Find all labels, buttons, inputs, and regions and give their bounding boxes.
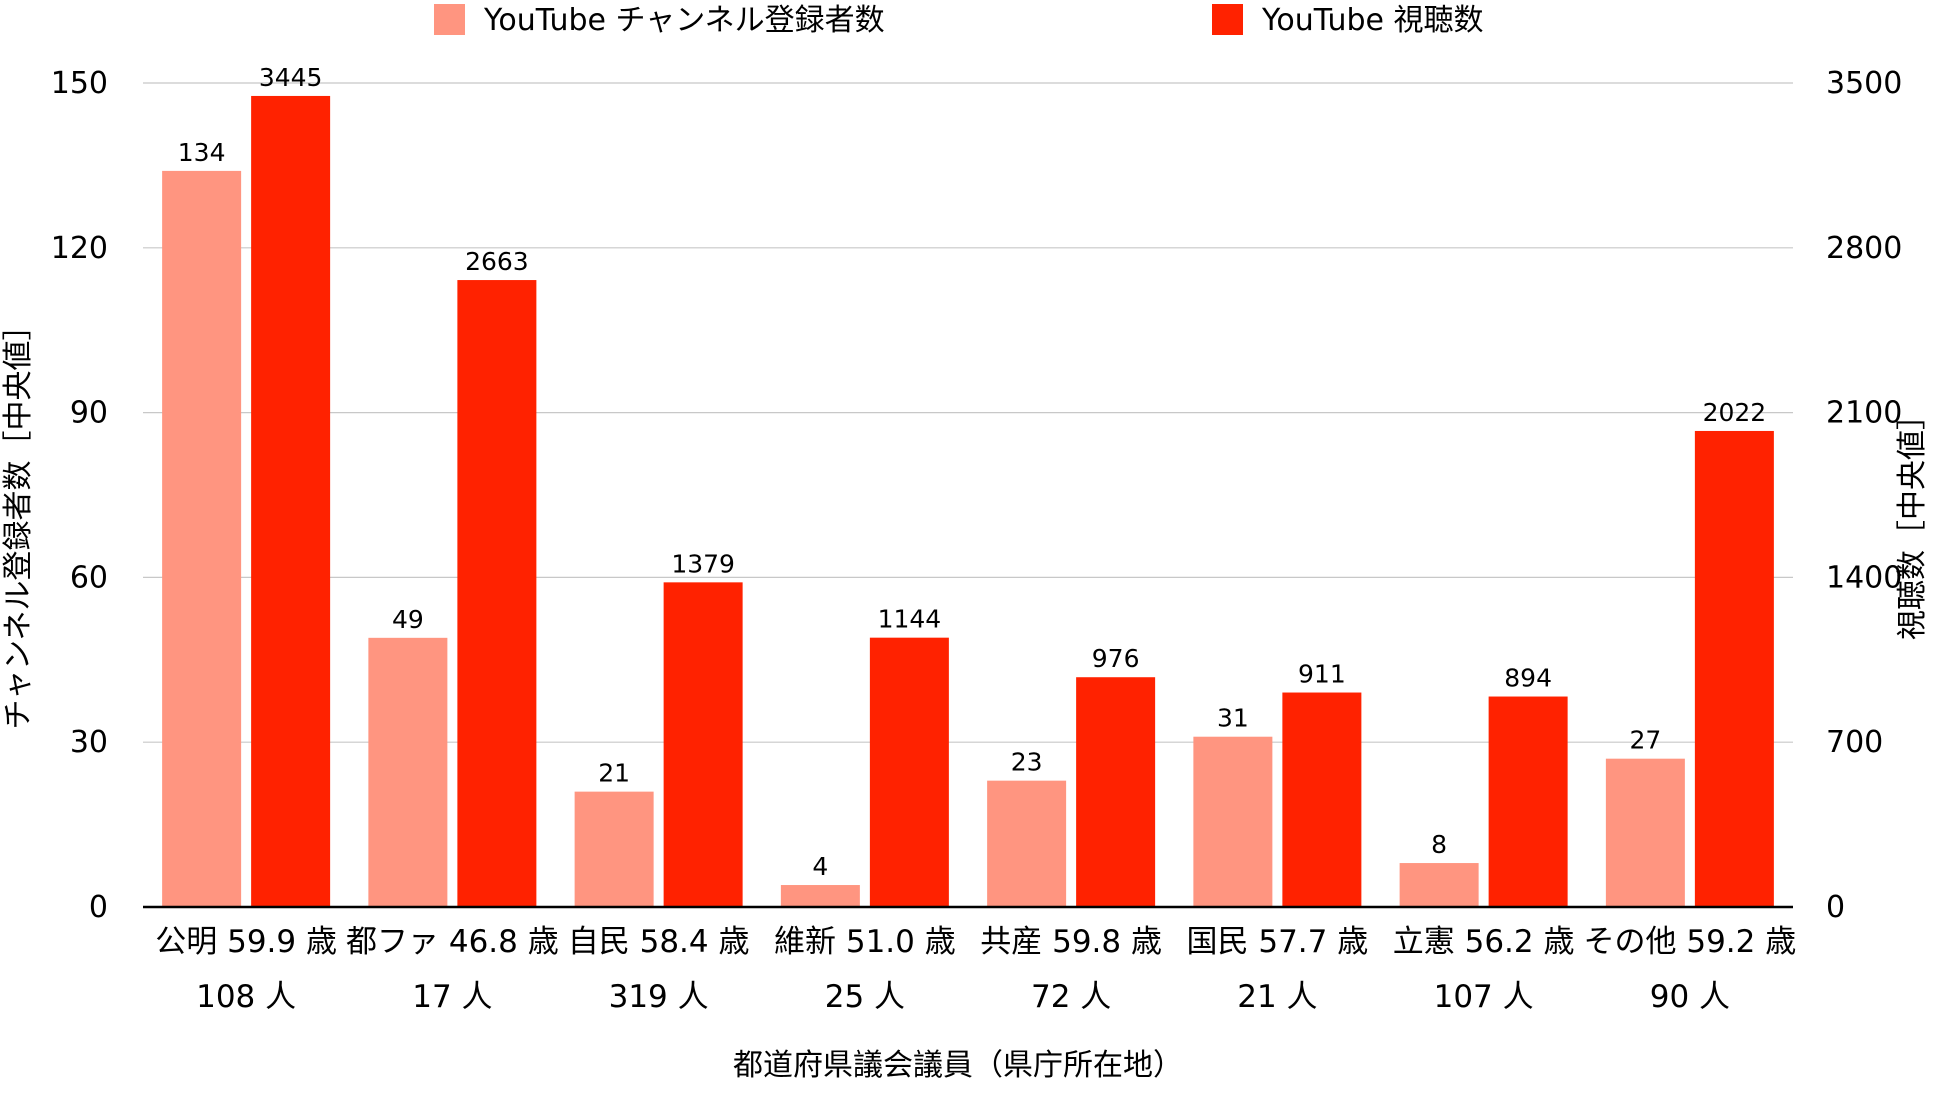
category-count-label: 319 人 xyxy=(609,979,709,1015)
left-tick-label: 150 xyxy=(51,66,108,101)
category-label: その他 59.2 歳 xyxy=(1584,924,1797,960)
data-label-subscribers: 4 xyxy=(812,852,828,881)
category-count-label: 72 人 xyxy=(1031,979,1111,1015)
category-label: 国民 57.7 歳 xyxy=(1187,924,1369,960)
bars xyxy=(162,95,1774,908)
bar-subscribers xyxy=(368,637,448,907)
bar-views xyxy=(457,280,537,907)
right-axis-title: 視聴数［中央値］ xyxy=(1895,400,1930,640)
left-axis-ticks: 0 30 60 90 120 150 xyxy=(51,66,108,925)
data-label-subscribers: 49 xyxy=(392,605,424,634)
left-tick-label: 0 xyxy=(89,890,108,925)
bar-views xyxy=(1076,677,1156,907)
left-axis-title: チャンネル登録者数［中央値］ xyxy=(1,310,36,729)
legend-swatch-views xyxy=(1212,4,1243,35)
data-label-views: 3445 xyxy=(259,63,323,92)
category-label: 共産 59.8 歳 xyxy=(980,924,1162,960)
right-tick-label: 0 xyxy=(1826,890,1845,925)
category-count-label: 17 人 xyxy=(412,979,492,1015)
bar-views xyxy=(869,637,949,907)
data-label-subscribers: 21 xyxy=(598,759,630,788)
bar-subscribers xyxy=(987,780,1067,907)
data-label-subscribers: 134 xyxy=(178,138,226,167)
data-label-views: 2663 xyxy=(465,247,529,276)
legend: YouTube チャンネル登録者数 YouTube 視聴数 xyxy=(434,3,1484,38)
category-count-label: 108 人 xyxy=(196,979,296,1015)
data-label-views: 976 xyxy=(1092,644,1140,673)
left-tick-label: 30 xyxy=(70,725,108,760)
x-axis-title: 都道府県議会議員（県庁所在地） xyxy=(733,1048,1183,1083)
left-tick-label: 60 xyxy=(70,560,108,595)
category-count-label: 25 人 xyxy=(825,979,905,1015)
bar-views xyxy=(251,95,331,908)
right-tick-label: 2100 xyxy=(1826,396,1902,431)
category-count-label: 90 人 xyxy=(1650,979,1730,1015)
data-label-views: 1379 xyxy=(671,549,735,578)
bar-views xyxy=(1488,696,1568,907)
category-label: 公明 59.9 歳 xyxy=(155,924,337,960)
bar-views xyxy=(1694,430,1774,907)
bar-subscribers xyxy=(1193,736,1273,907)
category-label: 都ファ 46.8 歳 xyxy=(346,924,559,960)
left-tick-label: 120 xyxy=(51,231,108,266)
data-label-subscribers: 23 xyxy=(1011,748,1043,777)
right-axis-ticks: 0 700 1400 2100 2800 3500 xyxy=(1826,66,1902,925)
data-label-views: 894 xyxy=(1504,664,1552,693)
right-tick-label: 3500 xyxy=(1826,66,1902,101)
right-tick-label: 700 xyxy=(1826,725,1883,760)
category-labels: 公明 59.9 歳 108 人 都ファ 46.8 歳 17 人 自民 58.4 歳 319… xyxy=(155,924,1796,1015)
legend-label-views: YouTube 視聴数 xyxy=(1261,3,1484,38)
category-label: 維新 51.0 歳 xyxy=(774,924,956,960)
category-label: 自民 58.4 歳 xyxy=(568,924,750,960)
data-label-views: 911 xyxy=(1298,660,1346,689)
left-tick-label: 90 xyxy=(70,396,108,431)
category-count-label: 107 人 xyxy=(1434,979,1534,1015)
data-label-views: 1144 xyxy=(878,605,942,634)
right-tick-label: 2800 xyxy=(1826,231,1902,266)
right-tick-label: 1400 xyxy=(1826,560,1902,595)
data-labels: 134 3445 49 2663 21 1379 4 1144 23 976 31 911 8 894 27… xyxy=(178,63,1766,881)
category-count-label: 21 人 xyxy=(1237,979,1317,1015)
bar-views xyxy=(663,582,743,907)
bar-views xyxy=(1282,692,1362,907)
data-label-views: 2022 xyxy=(1703,398,1767,427)
data-label-subscribers: 31 xyxy=(1217,704,1249,733)
bar-subscribers xyxy=(1399,863,1479,907)
bar-subscribers xyxy=(574,791,654,907)
bar-subscribers xyxy=(162,170,242,908)
category-label: 立憲 56.2 歳 xyxy=(1393,924,1575,960)
data-label-subscribers: 27 xyxy=(1629,726,1661,755)
legend-swatch-subscribers xyxy=(434,4,465,35)
bar-subscribers xyxy=(1605,758,1685,907)
bar-subscribers xyxy=(780,885,860,907)
legend-label-subscribers: YouTube チャンネル登録者数 xyxy=(483,3,885,38)
data-label-subscribers: 8 xyxy=(1431,830,1447,859)
